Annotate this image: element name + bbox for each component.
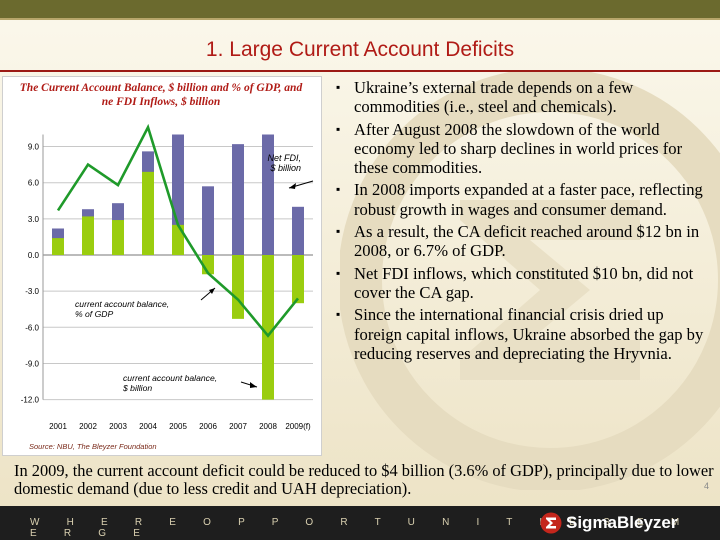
bar-ca-billion (52, 238, 64, 255)
y-tick-label: -3.0 (25, 287, 39, 296)
bar-ca-pct-gdp (292, 206, 304, 255)
ca-bn-arrowhead (250, 382, 257, 388)
net-fdi-arrowhead (289, 183, 296, 189)
title-underline (0, 70, 720, 72)
net-fdi-annotation: Net FDI, $ billion (267, 153, 301, 173)
bar-ca-billion (112, 220, 124, 255)
bullet-list: ▪ Ukraine’s external trade depends on a f… (336, 78, 714, 366)
bar-ca-pct-gdp (262, 134, 274, 255)
bullet-square-icon: ▪ (336, 121, 341, 136)
x-tick-label: 2007 (229, 422, 247, 431)
ca-pct-arrowhead (209, 288, 215, 294)
x-tick-label: 2001 (49, 422, 67, 431)
x-tick-label: 2006 (199, 422, 217, 431)
x-tick-label: 2008 (259, 422, 277, 431)
y-tick-label: 9.0 (28, 143, 40, 152)
bar-ca-billion (142, 171, 154, 255)
bullet-item: ▪ In 2008 imports expanded at a faster pa… (336, 180, 714, 219)
y-tick-label: -9.0 (25, 359, 39, 368)
page-title: 1. Large Current Account Deficits (205, 38, 515, 61)
y-axis: 9.0 6.0 3.0 0.0 -3.0 -6.0 -9.0 -12.0 (21, 134, 44, 405)
x-tick-label: 2009(f) (285, 422, 311, 431)
x-tick-label: 2002 (79, 422, 97, 431)
bullet-text: Since the international financial crisis… (354, 305, 704, 363)
bar-ca-billion (172, 224, 184, 255)
bullet-square-icon: ▪ (336, 182, 341, 197)
y-tick-label: 0.0 (28, 251, 40, 260)
bullet-item: ▪ Ukraine’s external trade depends on a f… (336, 78, 714, 117)
bullet-item: ▪ As a result, the CA deficit reached aro… (336, 222, 714, 261)
bullet-square-icon: ▪ (336, 224, 341, 239)
bar-ca-billion (82, 216, 94, 255)
bullet-item: ▪ After August 2008 the slowdown of the w… (336, 120, 714, 178)
sigma-logo-icon (540, 512, 562, 534)
bullet-text: As a result, the CA deficit reached arou… (354, 222, 700, 261)
chart-svg: 9.06.03.00.0-3.0-6.0-9.0-12.0 2001 2002 20… (21, 123, 314, 431)
bullet-text: After August 2008 the slowdown of the wo… (354, 119, 683, 178)
y-tick-label: -6.0 (25, 323, 39, 332)
bullet-text: Net FDI inflows, which constituted $10 b… (354, 263, 694, 302)
x-axis: 2001 2002 2003 2004 2005 2006 2007 2008 2009(f) (49, 422, 311, 431)
chart-source: Source: NBU, The Bleyzer Foundation (29, 442, 157, 451)
bar-ca-billion (292, 255, 304, 304)
x-tick-label: 2004 (139, 422, 157, 431)
bullet-item: ▪ Since the international financial crisi… (336, 305, 714, 363)
bullet-text: Ukraine’s external trade depends on a fe… (354, 78, 634, 117)
y-tick-label: 3.0 (28, 215, 40, 224)
bar-ca-billion (232, 255, 244, 319)
footer-tagline: W H E R E O P P O R T U N I T I E S E M … (30, 517, 692, 539)
bullet-square-icon: ▪ (336, 307, 341, 322)
page-number: 4 (704, 481, 710, 491)
chart-fdi-line (56, 123, 300, 338)
bar-ca-billion (262, 255, 274, 400)
sigmableyzer-logo: SigmaBleyzer (540, 510, 678, 536)
bullet-square-icon: ▪ (336, 80, 341, 94)
x-tick-label: 2005 (169, 422, 187, 431)
bullet-item: ▪ Net FDI inflows, which constituted $10 … (336, 264, 714, 303)
x-tick-label: 2003 (109, 422, 127, 431)
sigma-watermark-icon (340, 70, 720, 490)
chart-panel: The Current Account Balance, $ billion a… (2, 76, 322, 456)
bar-ca-pct-gdp (202, 186, 214, 255)
top-bar (0, 0, 720, 18)
bar-ca-pct-gdp (232, 144, 244, 255)
y-tick-label: -12.0 (21, 396, 40, 405)
ca-bn-annotation: current account balance, $ billion (122, 373, 217, 393)
chart-bars (52, 134, 304, 400)
ca-pct-annotation: current account balance,% of GDP (75, 299, 169, 319)
logo-text: SigmaBleyzer (566, 513, 678, 532)
chart-title: The Current Account Balance, $ billion a… (19, 82, 303, 108)
top-divider (0, 18, 720, 20)
bullet-text: In 2008 imports expanded at a faster pac… (354, 180, 703, 219)
bullet-square-icon: ▪ (336, 265, 341, 280)
footer-bar: W H E R E O P P O R T U N I T I E S E M … (0, 506, 720, 540)
fdi-series-line (56, 123, 300, 338)
bottom-note: In 2009, the current account deficit cou… (14, 461, 714, 498)
y-tick-label: 6.0 (28, 179, 40, 188)
